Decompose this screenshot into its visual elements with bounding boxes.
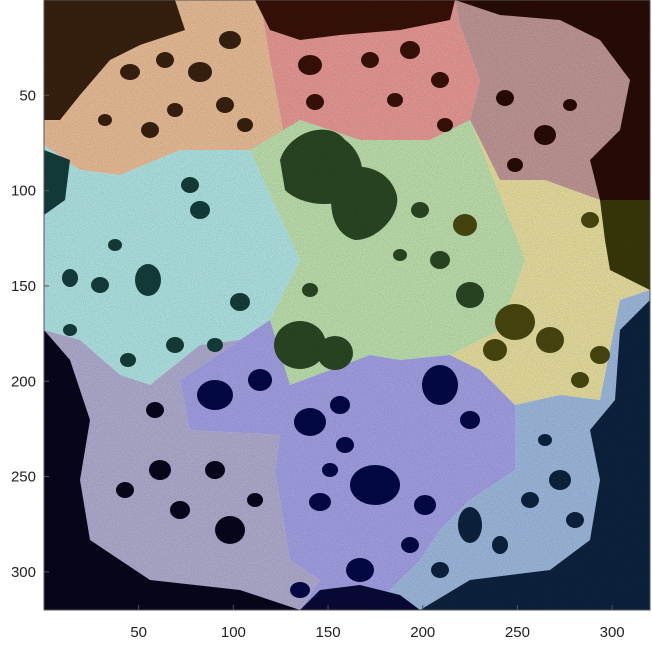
image-panel [44, 0, 650, 610]
x-axis-ticks: 50 100 150 200 250 300 [130, 605, 625, 641]
y-tick-label: 300 [11, 564, 36, 581]
y-tick-label: 250 [11, 469, 36, 486]
y-tick-label: 100 [11, 183, 36, 200]
x-tick-label: 300 [600, 624, 625, 641]
x-tick-label: 200 [410, 624, 435, 641]
y-tick-label: 50 [19, 87, 36, 104]
x-tick-label: 250 [505, 624, 530, 641]
x-tick-label: 150 [316, 624, 341, 641]
x-tick-label: 100 [221, 624, 246, 641]
texture-overlay [44, 0, 650, 610]
y-tick-label: 200 [11, 373, 36, 390]
axes-frame [43, 0, 651, 611]
x-tick-label: 50 [130, 624, 147, 641]
y-axis-ticks: 50 100 150 200 250 300 [11, 87, 49, 581]
y-tick-label: 150 [11, 278, 36, 295]
